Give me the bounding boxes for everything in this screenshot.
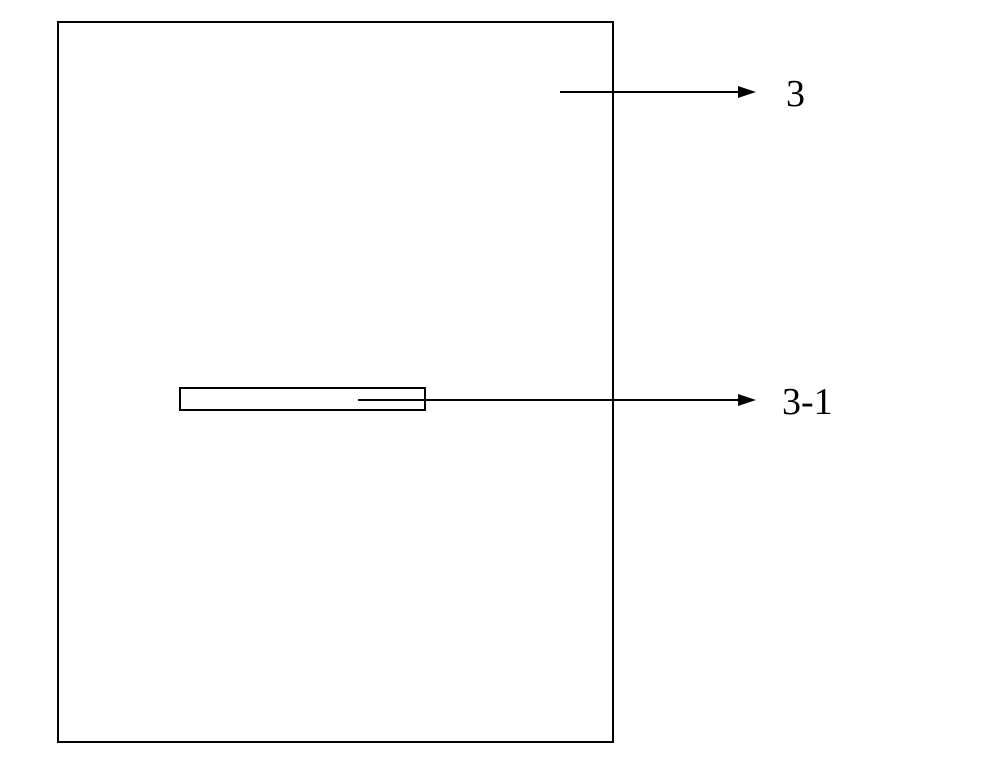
leader-3-arrowhead-icon xyxy=(738,86,756,98)
leader-3-1-arrowhead-icon xyxy=(738,394,756,406)
diagram-canvas xyxy=(0,0,1000,775)
leader-3-1-label: 3-1 xyxy=(782,380,833,424)
leader-3-label: 3 xyxy=(786,72,805,116)
outer-rectangle xyxy=(58,22,613,742)
